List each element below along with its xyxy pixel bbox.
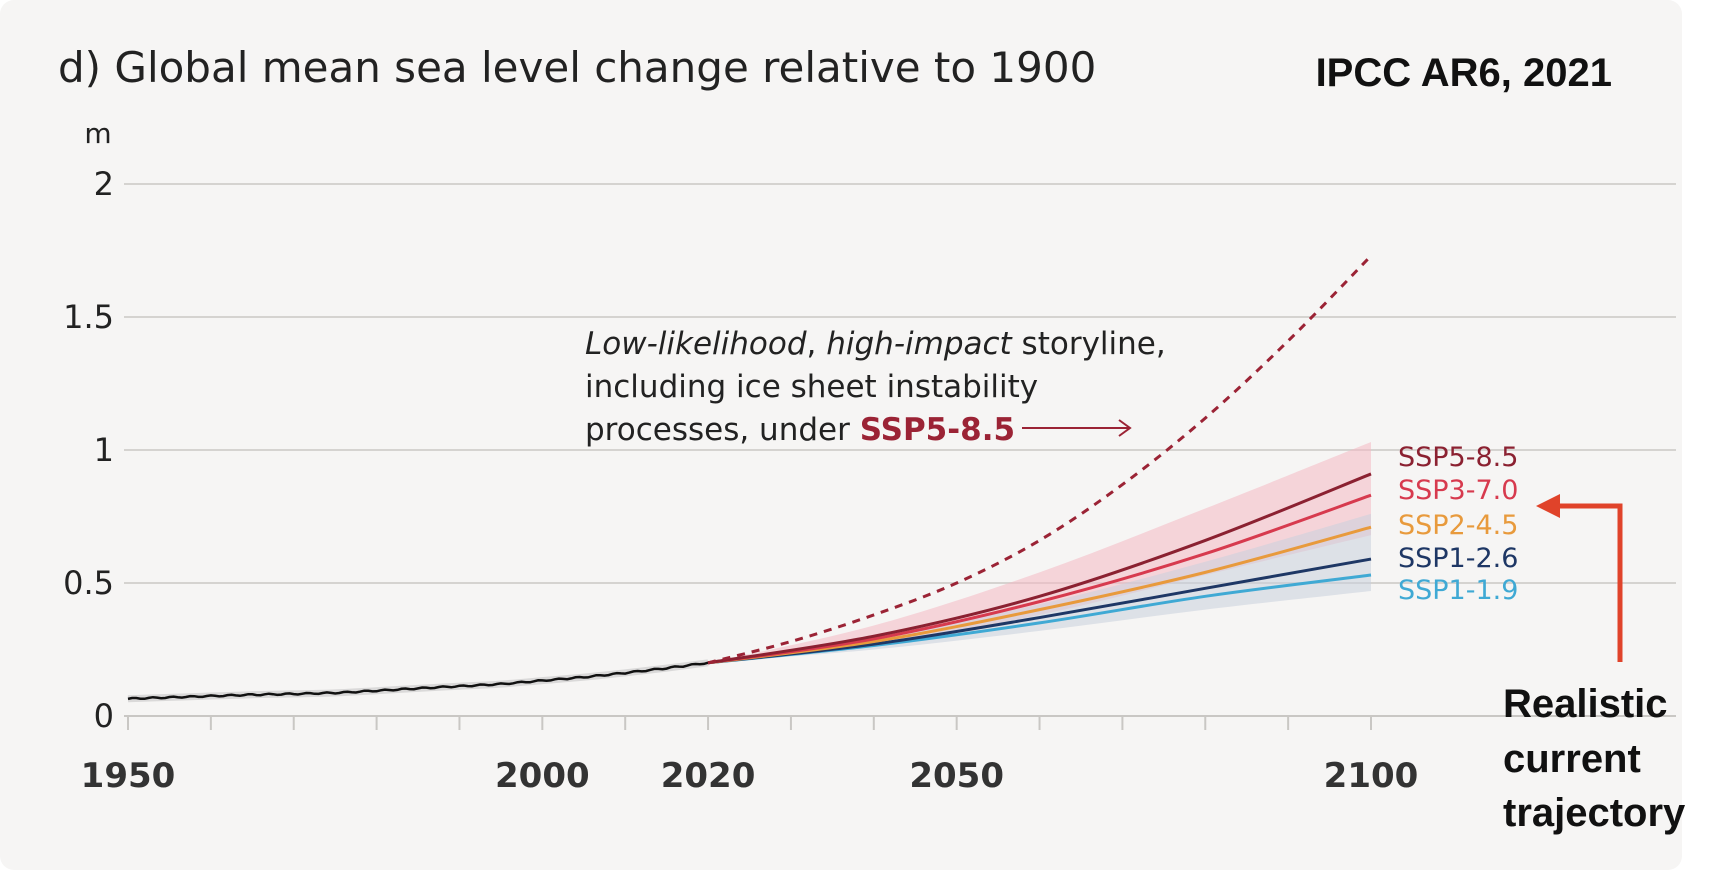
x-tick-label: 2020 [661, 756, 756, 796]
storyline-line [707, 254, 1373, 665]
annotation-italic-1: Low-likelihood [585, 326, 807, 362]
callout-arrowhead [1536, 494, 1560, 518]
annotation-rest: storyline, [1012, 326, 1166, 362]
callout-line-1: Realistic [1503, 682, 1668, 726]
y-tick-label: 2 [94, 165, 114, 203]
x-tick-label: 2050 [909, 756, 1004, 796]
series-lines [127, 254, 1373, 703]
annotation-line-3: processes, under SSP5-8.5 [585, 412, 1015, 448]
chart-credit: IPCC AR6, 2021 [1316, 51, 1612, 95]
callout: Realistic current trajectory [1503, 494, 1686, 835]
series-label: SSP1-1.9 [1398, 575, 1518, 606]
series-line-ssp5-8-5 [707, 472, 1372, 665]
annotation-highlight: SSP5-8.5 [860, 412, 1015, 448]
series-label: SSP1-2.6 [1398, 543, 1518, 574]
callout-line-3: trajectory [1503, 791, 1686, 835]
annotation-line-2: including ice sheet instability [585, 369, 1038, 405]
series-label: SSP3-7.0 [1398, 475, 1518, 506]
annotation-arrow [1022, 419, 1132, 437]
series-label: SSP5-8.5 [1398, 442, 1518, 473]
y-axis-unit: m [84, 117, 111, 150]
callout-line-2: current [1503, 737, 1641, 781]
y-tick-label: 0.5 [63, 564, 114, 602]
series-line-ssp3-7-0 [707, 493, 1372, 665]
uncertainty-band [708, 442, 1371, 663]
x-tick-label: 1950 [81, 756, 176, 796]
y-tick-label: 1 [94, 431, 114, 469]
uncertainty-band [708, 513, 1371, 663]
x-tick-label: 2000 [495, 756, 590, 796]
annotation-prefix: processes, under [585, 412, 860, 448]
uncertainty-bands [708, 442, 1371, 663]
series-label: SSP2-4.5 [1398, 510, 1518, 541]
y-tick-label: 0 [94, 697, 114, 735]
storyline-annotation: Low-likelihood, high-impact storyline, [585, 326, 1166, 362]
series-line-ssp1-2-6 [707, 557, 1372, 665]
historical-line [127, 661, 709, 701]
x-axis: 1950 2000 2020 2050 2100 [81, 715, 1676, 796]
y-axis-ticks: 0 0.5 1 1.5 2 [63, 165, 114, 735]
x-tick-label: 2100 [1324, 756, 1419, 796]
y-tick-label: 1.5 [63, 298, 114, 336]
chart-title: d) Global mean sea level change relative… [58, 43, 1096, 92]
chart-background [0, 0, 1682, 870]
gridlines [124, 183, 1676, 584]
series-line-ssp2-4-5 [707, 525, 1372, 665]
callout-arrow [1556, 503, 1623, 662]
annotation-sep: , [807, 326, 827, 362]
annotation-italic-2: high-impact [826, 326, 1013, 362]
